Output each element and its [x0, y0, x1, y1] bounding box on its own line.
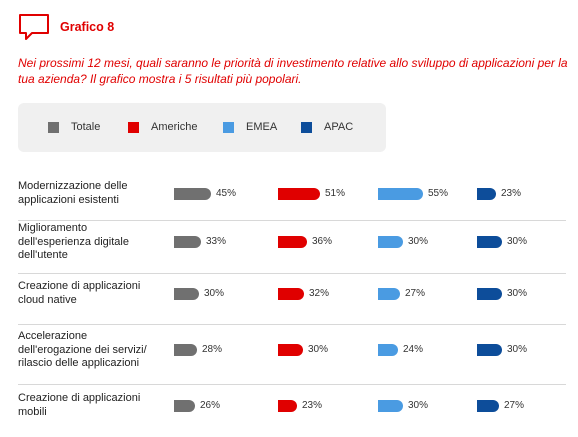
value-label-totale-row-3: 30% [204, 288, 225, 299]
row-divider [18, 220, 566, 221]
row-label-line: Modernizzazione delle [18, 180, 128, 192]
row-label-line: rilascio delle applicazioni [18, 357, 140, 369]
value-label-apac-row-5: 27% [504, 400, 525, 411]
value-label-totale-row-2: 33% [206, 236, 227, 247]
row-label-line: Creazione di applicazioni [18, 280, 141, 292]
row-label-4: Accelerazione dell'erogazione dei servizi… [18, 330, 168, 371]
bar-totale-row-1 [174, 188, 211, 200]
legend-item-americhe: Americhe [128, 121, 197, 133]
value-label-emea-row-2: 30% [408, 236, 429, 247]
row-divider [18, 384, 566, 385]
legend-swatch-emea [223, 121, 234, 133]
value-label-totale-row-1: 45% [216, 188, 237, 199]
bar-americhe-row-4 [278, 344, 303, 356]
row-label-2: Miglioramento dell'esperienza digitale del… [18, 222, 168, 263]
row-label-line: dell'utente [18, 249, 68, 261]
legend-swatch-totale [48, 121, 59, 133]
bar-totale-row-2 [174, 236, 201, 248]
row-label-line: applicazioni esistenti [18, 193, 119, 206]
row-label-line: Accelerazione [18, 330, 88, 342]
row-label-line: Creazione di applicazioni [18, 392, 141, 404]
row-divider [18, 273, 566, 274]
value-label-totale-row-4: 28% [202, 344, 223, 355]
value-label-totale-row-5: 26% [200, 400, 221, 411]
value-label-americhe-row-5: 23% [302, 400, 323, 411]
bar-emea-row-2 [378, 236, 403, 248]
bar-americhe-row-1 [278, 188, 320, 200]
value-label-americhe-row-4: 30% [308, 344, 329, 355]
bar-emea-row-5 [378, 400, 403, 412]
value-label-emea-row-3: 27% [405, 288, 426, 299]
value-label-apac-row-4: 30% [507, 344, 528, 355]
bar-totale-row-4 [174, 344, 197, 356]
bar-emea-row-1 [378, 188, 423, 200]
bar-apac-row-1 [477, 188, 496, 200]
bar-apac-row-5 [477, 400, 499, 412]
chart-number-title: Grafico 8 [60, 20, 115, 34]
value-label-emea-row-5: 30% [408, 400, 429, 411]
value-label-apac-row-2: 30% [507, 236, 528, 247]
value-label-emea-row-1: 55% [428, 188, 449, 199]
row-label-3: Creazione di applicazioni cloud native [18, 280, 168, 307]
bar-apac-row-3 [477, 288, 502, 300]
row-label-line: dell'esperienza digitale [18, 235, 129, 248]
row-divider [18, 324, 566, 325]
bar-americhe-row-2 [278, 236, 307, 248]
row-label-line: cloud native [18, 293, 77, 306]
legend-item-emea: EMEA [223, 121, 277, 133]
value-label-apac-row-3: 30% [507, 288, 528, 299]
bar-emea-row-3 [378, 288, 400, 300]
bar-apac-row-4 [477, 344, 502, 356]
bar-emea-row-4 [378, 344, 398, 356]
legend-item-totale: Totale [48, 121, 100, 133]
legend-swatch-americhe [128, 121, 139, 133]
value-label-apac-row-1: 23% [501, 188, 522, 199]
bar-americhe-row-5 [278, 400, 297, 412]
legend-label-emea: EMEA [246, 121, 278, 133]
row-label-1: Modernizzazione delle applicazioni esiste… [18, 180, 168, 207]
bar-totale-row-5 [174, 400, 195, 412]
legend-label-americhe: Americhe [151, 121, 198, 133]
row-label-5: Creazione di applicazioni mobili [18, 392, 168, 419]
bar-americhe-row-3 [278, 288, 304, 300]
bar-totale-row-3 [174, 288, 199, 300]
chart-legend: Totale Americhe EMEA APAC [18, 103, 386, 152]
value-label-emea-row-4: 24% [403, 344, 424, 355]
legend-swatch-apac [301, 121, 312, 133]
value-label-americhe-row-3: 32% [309, 288, 330, 299]
value-label-americhe-row-1: 51% [325, 188, 346, 199]
legend-label-apac: APAC [324, 121, 354, 133]
row-label-line: dell'erogazione dei servizi/ [18, 343, 147, 356]
bar-apac-row-2 [477, 236, 502, 248]
speech-bubble-icon [19, 14, 49, 40]
legend-item-apac: APAC [301, 121, 353, 133]
row-label-line: Miglioramento [18, 222, 88, 234]
value-label-americhe-row-2: 36% [312, 236, 333, 247]
row-label-line: mobili [18, 405, 47, 418]
legend-label-totale: Totale [71, 121, 101, 133]
survey-question: Nei prossimi 12 mesi, quali saranno le p… [18, 56, 568, 86]
chart-header: Grafico 8 [18, 12, 114, 42]
